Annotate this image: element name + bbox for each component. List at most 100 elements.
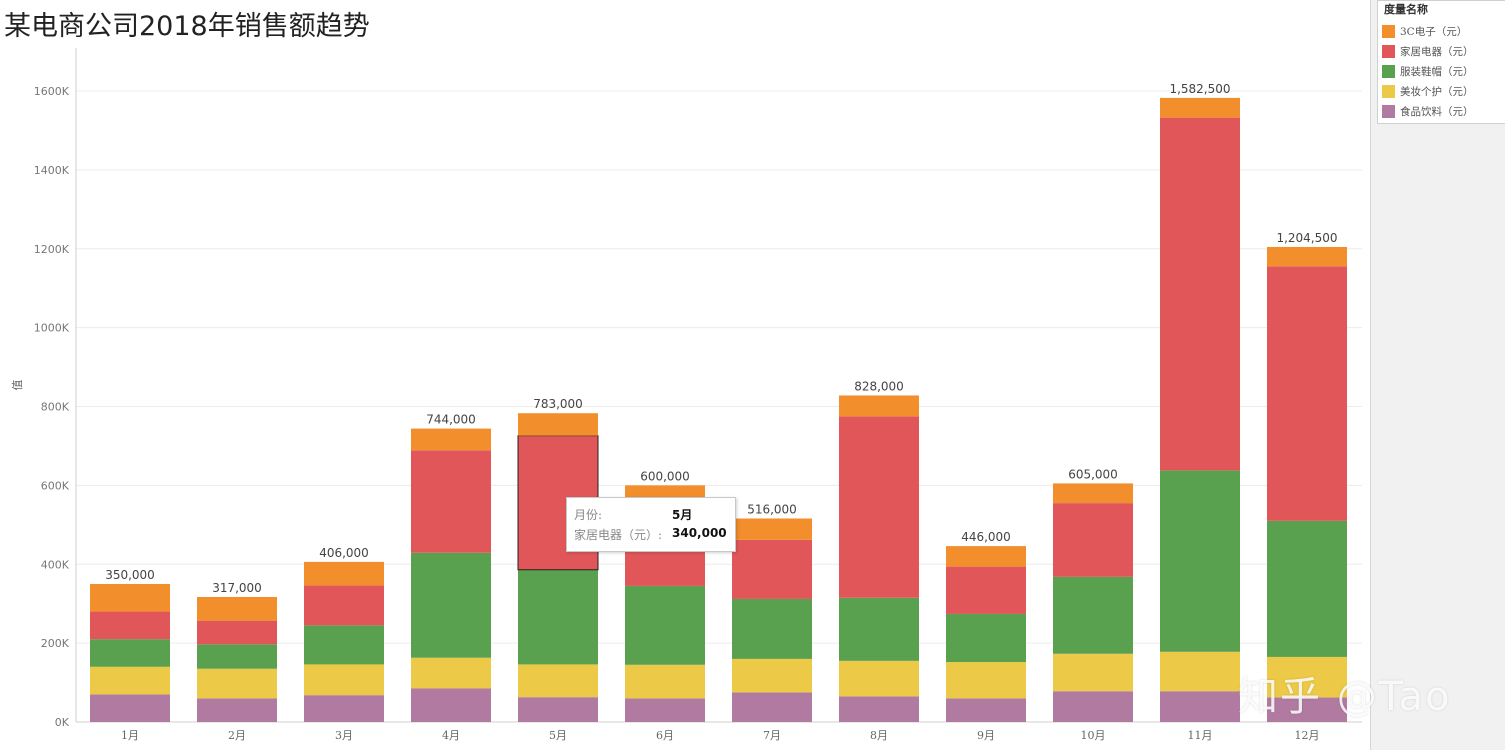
tooltip-value-month: 5月 (672, 508, 693, 522)
y-axis-label: 值 (11, 380, 24, 391)
bar-segment (1053, 576, 1133, 654)
bar-segment (839, 395, 919, 417)
legend-swatch-food (1382, 104, 1395, 118)
bar-segment (304, 695, 384, 722)
bar-segment (518, 569, 598, 665)
bar-segment (197, 698, 277, 722)
total-label: 350,000 (105, 568, 155, 582)
bar-segment (411, 450, 491, 553)
x-tick-label: 5月 (549, 729, 567, 742)
y-tick-label: 400K (41, 558, 70, 571)
bar-segment (304, 625, 384, 665)
legend-label-beauty: 美妆个护（元） (1400, 85, 1474, 98)
x-tick-label: 1月 (121, 729, 139, 742)
bar-segment (1267, 520, 1347, 657)
total-label: 783,000 (533, 397, 583, 411)
y-tick-label: 200K (41, 637, 70, 650)
bar-segment (1160, 470, 1240, 652)
bar-segment (197, 644, 277, 669)
chart-title: 某电商公司2018年销售额趋势 (4, 11, 370, 42)
bar-segment (197, 668, 277, 699)
bar-segment (90, 611, 170, 640)
bar-segment (1053, 653, 1133, 692)
bar-segment (1160, 691, 1240, 722)
bar-segment (304, 585, 384, 626)
x-tick-label: 6月 (656, 729, 674, 742)
total-label: 1,582,500 (1169, 82, 1230, 96)
bar-segment (1053, 483, 1133, 504)
y-tick-label: 0K (55, 716, 70, 729)
total-label: 406,000 (319, 546, 369, 560)
bar-segment (90, 639, 170, 667)
bar-segment (197, 620, 277, 645)
tooltip-value-series: 340,000 (672, 526, 727, 540)
bar-segment (518, 697, 598, 722)
y-tick-label: 800K (41, 401, 70, 414)
legend-swatch-3c (1382, 24, 1395, 38)
bar-segment (946, 698, 1026, 722)
total-label: 1,204,500 (1276, 231, 1337, 245)
bar-segment (732, 598, 812, 659)
bar-segment (1053, 691, 1133, 722)
bar-segment (411, 552, 491, 658)
bar-segment (1267, 697, 1347, 722)
bar-segment (1160, 97, 1240, 118)
total-label: 446,000 (961, 530, 1011, 544)
watermark: 知乎 @Tao (1238, 674, 1452, 720)
y-tick-label: 1600K (34, 85, 70, 98)
total-label: 744,000 (426, 413, 476, 427)
legend-item-home[interactable]: 家居电器（元） (1382, 43, 1474, 59)
legend-swatch-apparel (1382, 64, 1395, 78)
x-tick-label: 9月 (977, 729, 995, 742)
bar-segment (625, 698, 705, 722)
bar-segment (1267, 266, 1347, 521)
bar-segment (839, 660, 919, 697)
bar-segment (732, 518, 812, 540)
bar-segment (946, 566, 1026, 614)
bar-segment (946, 546, 1026, 567)
bar-segment (839, 416, 919, 598)
tooltip: 月份: 5月 家居电器（元）: 340,000 (566, 497, 736, 552)
bar-segment (625, 664, 705, 699)
bar-segment (411, 428, 491, 451)
tooltip-key-series: 家居电器（元）: (574, 528, 663, 542)
legend-item-beauty[interactable]: 美妆个护（元） (1382, 83, 1474, 99)
bar-segment (90, 694, 170, 722)
bar-segment (197, 596, 277, 621)
chart-plot: 0K 200K 400K 600K 800K 1000K 1200K 1400K 1600K 值 3… (11, 48, 1362, 742)
side-panel: 度量名称 3C电子（元） 家居电器（元） 服装鞋帽（元） 美妆个护（元） 食品饮… (1370, 0, 1505, 750)
total-label: 600,000 (640, 469, 690, 483)
legend-item-food[interactable]: 食品饮料（元） (1382, 103, 1474, 119)
legend: 度量名称 3C电子（元） 家居电器（元） 服装鞋帽（元） 美妆个护（元） 食品饮… (1377, 0, 1505, 124)
legend-label-home: 家居电器（元） (1400, 45, 1474, 58)
x-tick-label: 10月 (1081, 729, 1106, 742)
bar-segment (90, 583, 170, 612)
total-label: 605,000 (1068, 467, 1118, 481)
bar-segment (518, 413, 598, 436)
legend-item-apparel[interactable]: 服装鞋帽（元） (1382, 63, 1474, 79)
bar-segment (411, 657, 491, 689)
x-tick-label: 11月 (1188, 729, 1213, 742)
bar-segment (304, 664, 384, 696)
legend-label-3c: 3C电子（元） (1400, 25, 1468, 38)
bar-segment (411, 688, 491, 722)
bar-segment (518, 664, 598, 698)
y-tick-label: 1400K (34, 164, 70, 177)
total-label: 828,000 (854, 379, 904, 393)
legend-label-food: 食品饮料（元） (1400, 105, 1474, 118)
legend-title: 度量名称 (1384, 3, 1428, 16)
x-tick-label: 2月 (228, 729, 246, 742)
y-tick-label: 1200K (34, 243, 70, 256)
y-tick-label: 1000K (34, 322, 70, 335)
x-tick-label: 3月 (335, 729, 353, 742)
bar-segment (732, 692, 812, 722)
y-tick-label: 600K (41, 479, 70, 492)
bar-segment (1160, 117, 1240, 471)
bar-segment (1267, 656, 1347, 698)
x-tick-label: 4月 (442, 729, 460, 742)
legend-swatch-home (1382, 44, 1395, 58)
legend-swatch-beauty (1382, 84, 1395, 98)
bar-segment (625, 585, 705, 665)
legend-item-3c[interactable]: 3C电子（元） (1382, 23, 1467, 39)
bar-segment (732, 539, 812, 599)
